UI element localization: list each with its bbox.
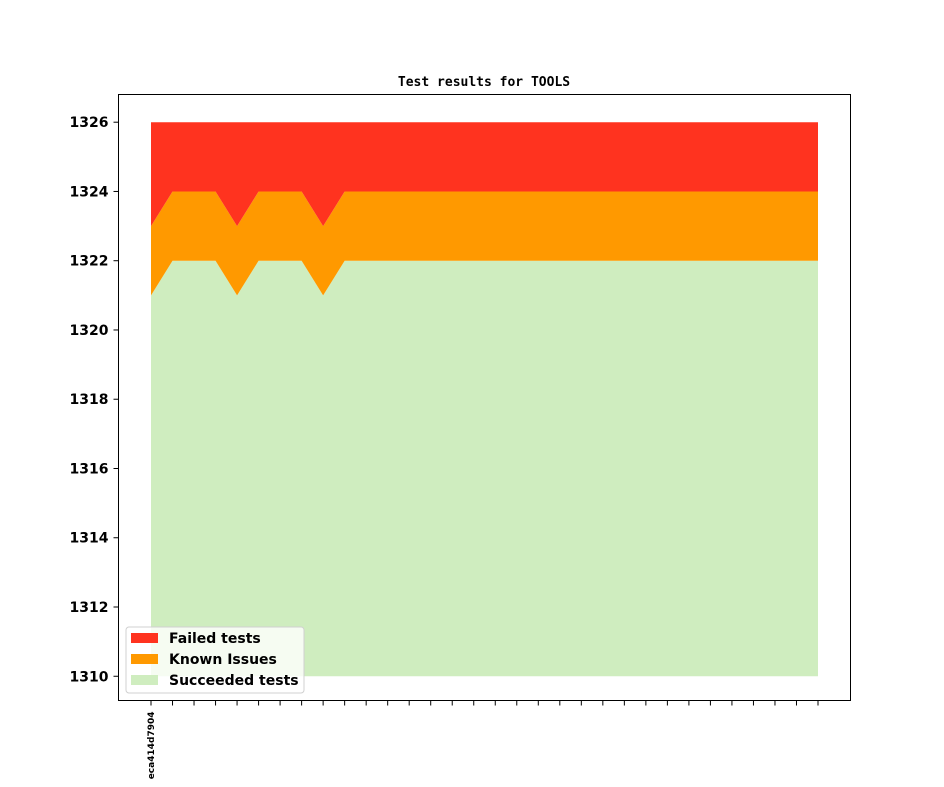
y-tick-label: 1310: [70, 669, 109, 685]
legend-label: Failed tests: [169, 631, 261, 647]
legend-label: Succeeded tests: [169, 673, 299, 689]
chart-title: Test results for TOOLS: [398, 75, 570, 90]
legend-swatch: [131, 633, 158, 643]
y-axis: 1310 1312 1314 1316 1318 1320 1322 1324 1326: [70, 115, 119, 685]
legend: Failed tests Known Issues Succeeded tests: [125, 626, 305, 694]
y-tick-label: 1316: [70, 461, 109, 477]
legend-swatch: [131, 675, 158, 685]
x-tick-label: eca414d7904: [147, 712, 157, 780]
legend-label: Known Issues: [169, 652, 277, 668]
axes-frame: [118, 94, 851, 701]
y-tick-label: 1320: [70, 323, 109, 339]
x-axis: eca414d7904: [147, 700, 819, 780]
chart-areas: [151, 122, 818, 677]
y-tick-label: 1322: [70, 254, 109, 270]
y-tick-label: 1312: [70, 600, 109, 616]
legend-swatch: [131, 654, 158, 664]
y-tick-label: 1324: [70, 184, 109, 200]
legend-entries: Failed tests Known Issues Succeeded tests: [131, 631, 299, 689]
y-tick-label: 1318: [70, 392, 109, 408]
legend-frame: [125, 626, 305, 694]
area-succeeded-tests: [151, 260, 818, 677]
area-failed-tests: [151, 122, 818, 227]
y-tick-label: 1314: [70, 531, 109, 547]
y-tick-label: 1326: [70, 115, 109, 131]
area-known-issues: [151, 191, 818, 296]
